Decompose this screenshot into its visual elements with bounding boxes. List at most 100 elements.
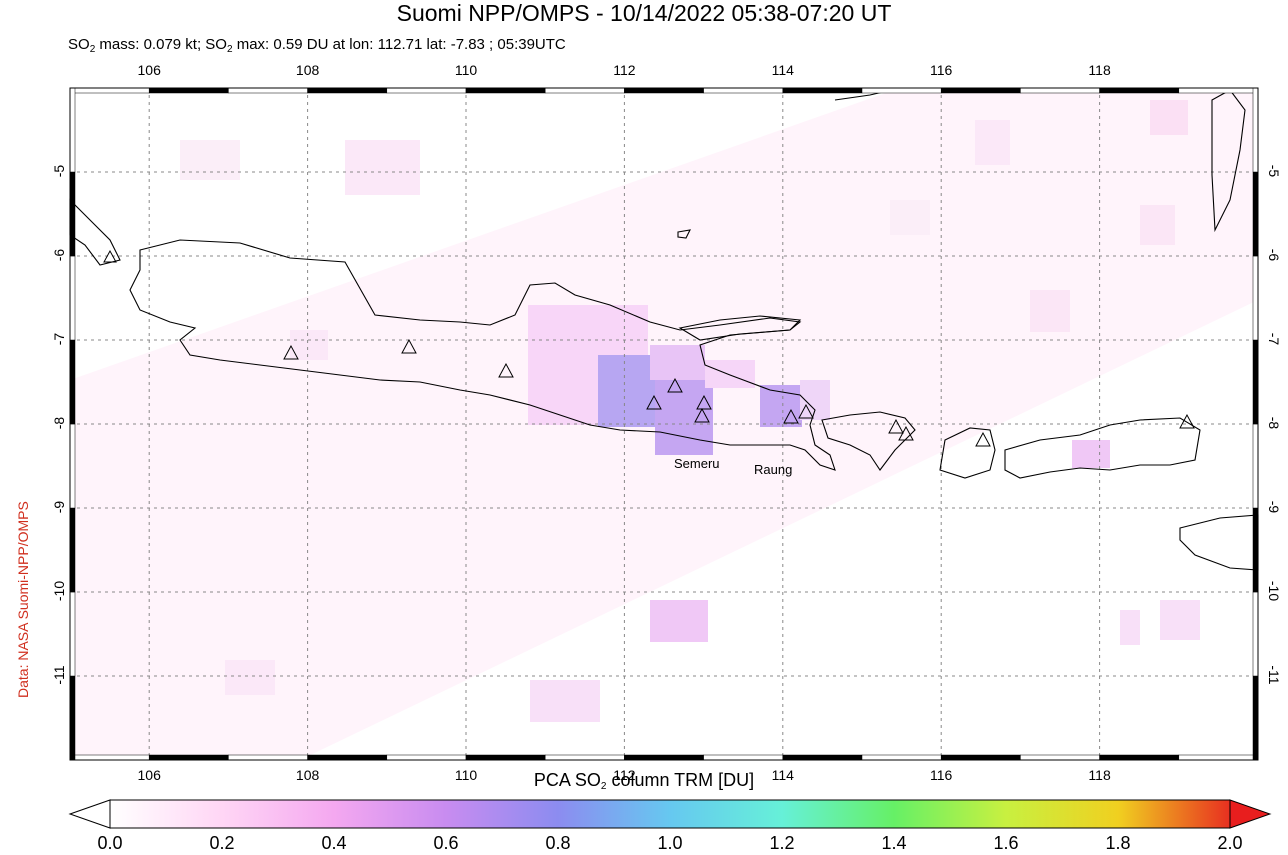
colorbar-tick-label: 1.0 <box>657 833 683 853</box>
label-raung: Raung <box>754 462 793 477</box>
bawean-island <box>677 229 691 239</box>
so2-pixels <box>180 100 1200 722</box>
so2-pixel <box>345 140 420 195</box>
subscript-2a: 2 <box>89 44 96 55</box>
frame-segment <box>940 87 1021 94</box>
y-tick-label: -6 <box>51 248 67 262</box>
so2-pixel <box>180 140 240 180</box>
frame-segment <box>782 754 863 761</box>
frame-segment <box>386 754 467 761</box>
x-tick-label: 106 <box>137 62 161 78</box>
frame-segment <box>624 754 704 761</box>
subscript-2b: 2 <box>226 44 233 55</box>
so2-pixel <box>1120 610 1140 645</box>
volcano-icon <box>667 377 683 393</box>
colorbar-tick-label: 2.0 <box>1217 833 1243 853</box>
subtitle-mid: mass: 0.079 kt; SO <box>95 36 227 53</box>
so2-pixel <box>1030 290 1070 332</box>
frame-segment <box>1252 87 1259 173</box>
frame-segment <box>69 87 150 94</box>
cb-label-sub: 2 <box>600 781 607 792</box>
frame-segment <box>1252 675 1259 761</box>
frame-segment <box>782 87 863 94</box>
frame-segment <box>1178 754 1259 761</box>
volcano-icon <box>898 425 914 441</box>
so2-pixel <box>1150 100 1188 135</box>
colorbar-tick-label: 0.6 <box>433 833 459 853</box>
so2-pixel <box>1072 440 1110 468</box>
so2-pixel <box>705 360 755 388</box>
so2-pixel <box>975 120 1010 165</box>
y-tick-label: -8 <box>51 416 67 430</box>
x-tick-label: 118 <box>1088 62 1111 78</box>
frame-segment <box>1252 255 1259 341</box>
map-border <box>69 87 1259 761</box>
frame-segment <box>228 87 308 94</box>
frame-segment <box>703 87 784 94</box>
sumbawa-coast <box>1004 417 1201 479</box>
y-tick-label: -8 <box>1266 416 1282 430</box>
x-tick-label: 112 <box>613 767 636 783</box>
colorbar-tick-label: 0.2 <box>209 833 235 853</box>
so2-pixel <box>1160 600 1200 640</box>
frame-segment <box>1252 591 1259 677</box>
frame-segment <box>861 87 942 94</box>
volcano-icon <box>283 344 299 360</box>
y-tick-label: -7 <box>51 332 67 346</box>
frame-segment <box>465 754 546 761</box>
frame-segment <box>544 87 625 94</box>
so2-summary: SO2 mass: 0.079 kt; SO2 max: 0.59 DU at … <box>68 36 566 59</box>
colorbar-min-arrow <box>68 799 111 829</box>
frame-segment <box>307 754 388 761</box>
colorbar-tick-label: 1.4 <box>881 833 907 853</box>
x-tick-label: 116 <box>930 62 953 78</box>
madura-coast <box>678 315 802 341</box>
frame-segment <box>1252 171 1259 257</box>
map-title: Suomi NPP/OMPS - 10/14/2022 05:38-07:20 … <box>396 0 892 26</box>
frame-segment <box>465 87 546 94</box>
y-tick-label: -9 <box>1266 500 1282 514</box>
subtitle-so: SO <box>68 36 90 53</box>
x-tick-label: 118 <box>1088 767 1111 783</box>
frame-segment <box>1099 87 1180 94</box>
frame-segment <box>307 87 388 94</box>
volcano-markers <box>103 249 1195 447</box>
lombok-coast <box>939 427 996 479</box>
so2-pixel <box>655 375 713 455</box>
frame-segment <box>69 171 76 257</box>
frame-segment <box>1178 87 1259 94</box>
frame-segment <box>69 675 76 761</box>
frame-segment <box>1252 339 1259 425</box>
cb-label-prefix: PCA SO <box>533 770 601 790</box>
frame-segment <box>69 591 76 677</box>
colorbar-label: PCA SO2 column TRM [DU] <box>0 770 1288 792</box>
colorbar-tick-label: 1.2 <box>769 833 795 853</box>
so2-pixel <box>1140 205 1175 245</box>
y-tick-label: -11 <box>51 665 67 685</box>
subtitle-rest: max: 0.59 DU at lon: 112.71 lat: -7.83 ;… <box>232 36 566 53</box>
so2-pixel <box>225 660 275 695</box>
frame-segment <box>1252 507 1259 593</box>
colorbar-tick-label: 0.0 <box>97 833 123 853</box>
java-coast <box>129 239 836 471</box>
frame-segment <box>148 87 229 94</box>
frame-segment <box>861 754 942 761</box>
frame-segment <box>69 339 76 425</box>
so2-pixel <box>650 345 705 380</box>
x-tick-label: 116 <box>930 767 953 783</box>
volcano-icon <box>401 338 417 354</box>
volcano-icon <box>694 407 710 423</box>
x-tick-label: 108 <box>295 62 320 78</box>
volcano-icon <box>1179 413 1195 429</box>
colorbar-tick-label: 0.8 <box>545 833 571 853</box>
colorbar-tick-label: 1.8 <box>1105 833 1131 853</box>
colorbar-tick-label: 0.4 <box>321 833 347 853</box>
y-tick-label: -5 <box>51 164 67 178</box>
so2-pixel <box>890 200 930 235</box>
so2-pixel <box>598 355 660 427</box>
so2-pixel <box>530 680 600 722</box>
x-tick-label: 112 <box>613 62 636 78</box>
volcano-icon <box>798 403 814 419</box>
y-tick-label: -10 <box>1266 580 1282 602</box>
x-tick-label: 110 <box>454 767 478 783</box>
